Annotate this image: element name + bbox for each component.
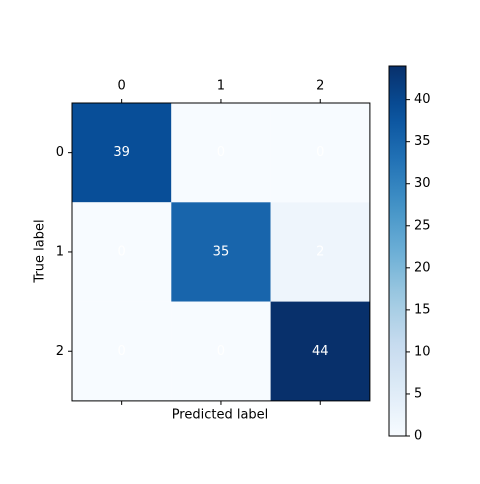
cell xyxy=(72,103,172,203)
cell-label: 0 xyxy=(316,145,324,160)
colorbar-tick-label: 0 xyxy=(414,429,422,444)
cell xyxy=(270,301,370,401)
cell xyxy=(171,202,271,302)
colorbar-tick-label: 10 xyxy=(414,344,431,359)
x-tick-label: 0 xyxy=(118,79,126,94)
cell-label: 0 xyxy=(118,344,126,359)
cell xyxy=(72,202,172,302)
cell-label: 0 xyxy=(217,145,225,160)
cell xyxy=(72,301,172,401)
cell-label: 44 xyxy=(312,344,329,359)
colorbar-tick-label: 20 xyxy=(414,260,431,275)
x-axis-label: Predicted label xyxy=(172,408,269,423)
x-tick-label: 2 xyxy=(316,79,324,94)
colorbar-tick-label: 35 xyxy=(414,134,431,149)
y-axis-label: True label xyxy=(33,219,48,283)
cell xyxy=(171,103,271,203)
colorbar-tick-label: 40 xyxy=(414,92,431,107)
cell-label: 39 xyxy=(113,145,130,160)
y-tick-label: 2 xyxy=(56,344,64,359)
cell-label: 35 xyxy=(213,244,230,259)
cell xyxy=(270,103,370,203)
x-tick-label: 1 xyxy=(217,79,225,94)
colorbar-tick-label: 30 xyxy=(414,176,431,191)
colorbar xyxy=(388,65,407,437)
y-tick-label: 0 xyxy=(56,145,64,160)
cell-label: 0 xyxy=(217,344,225,359)
colorbar-tick-label: 25 xyxy=(414,218,431,233)
cell xyxy=(270,202,370,302)
cell-label: 0 xyxy=(118,244,126,259)
cell xyxy=(171,301,271,401)
colorbar-tick-label: 5 xyxy=(414,386,422,401)
y-tick-label: 1 xyxy=(56,244,64,259)
colorbar-tick-label: 15 xyxy=(414,302,431,317)
cell-label: 2 xyxy=(316,244,324,259)
